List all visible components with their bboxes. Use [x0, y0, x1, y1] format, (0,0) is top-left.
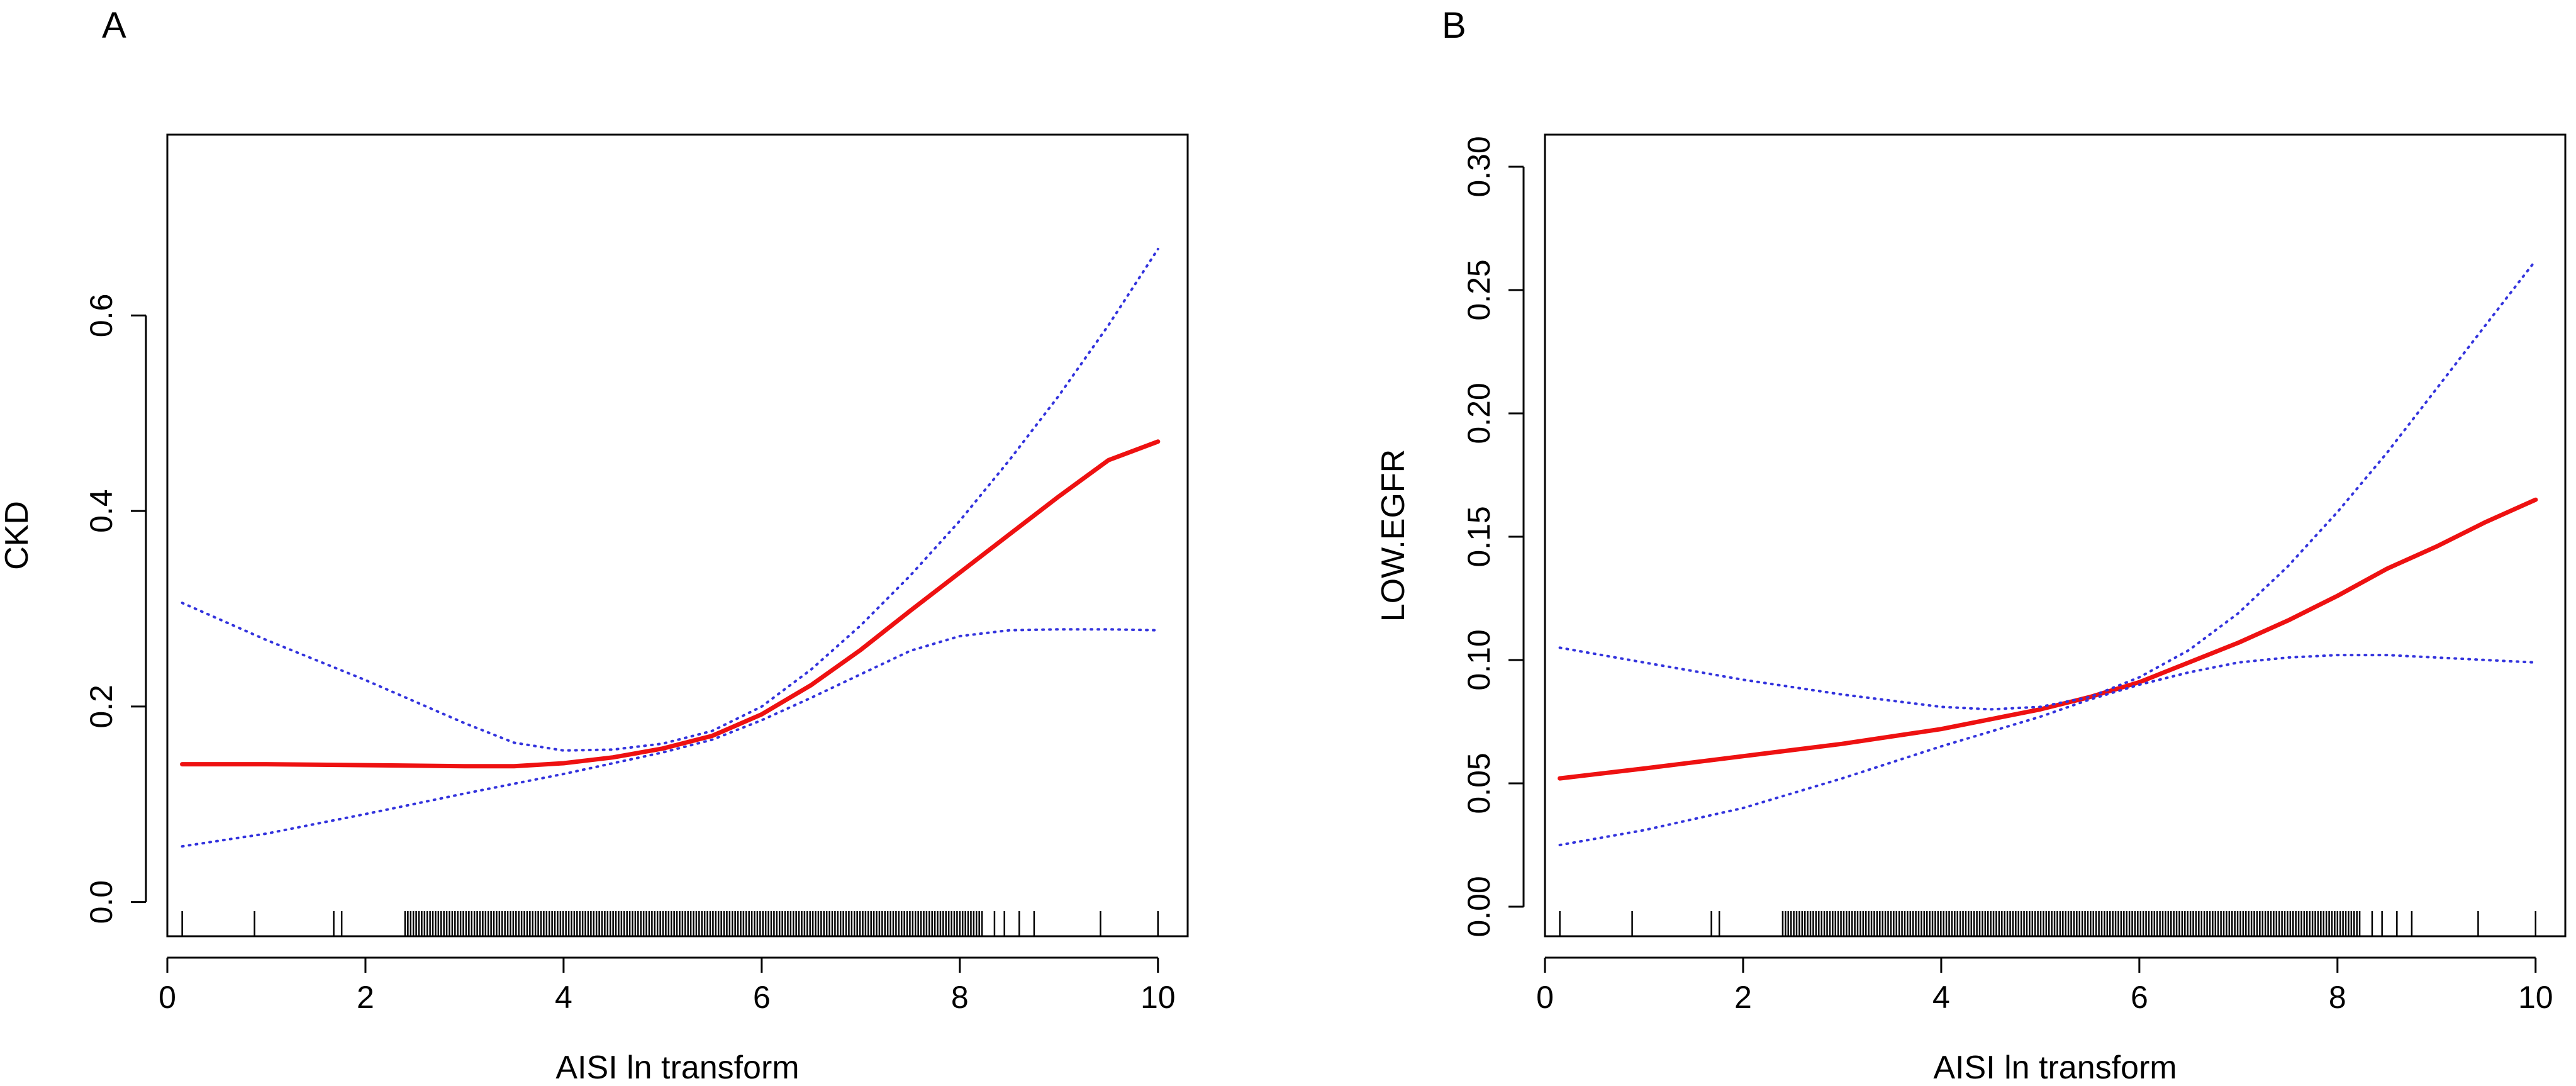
x-tick-label: 4	[1932, 980, 1950, 1015]
y-tick-label: 0.25	[1461, 259, 1497, 320]
upper-ci-line	[181, 247, 1159, 752]
x-tick-label: 10	[1140, 980, 1176, 1015]
x-tick-label: 8	[951, 980, 969, 1015]
x-tick-label: 10	[2518, 980, 2553, 1015]
x-tick-label: 2	[357, 980, 374, 1015]
y-tick-label: 0.6	[84, 294, 119, 338]
panel-b: B 0 2 4 6 8 10 AISI ln transform 0.00 0.05 0.10 0.…	[1375, 5, 2567, 1086]
y-tick-label: 0.4	[84, 489, 119, 533]
y-tick-label: 0.2	[84, 685, 119, 729]
y-tick-label: 0.00	[1461, 876, 1497, 937]
y-tick-label: 0.20	[1461, 383, 1497, 444]
x-tick-label: 0	[159, 980, 176, 1015]
x-tick-label: 0	[1536, 980, 1554, 1015]
x-tick-label: 8	[2329, 980, 2346, 1015]
panel-a-letter: A	[102, 5, 126, 46]
x-tick-label: 6	[2131, 980, 2148, 1015]
y-axis-title: CKD	[0, 501, 35, 570]
upper-ci-line	[1558, 259, 2537, 711]
y-tick-label: 0.0	[84, 880, 119, 924]
fitted-curve	[180, 439, 1161, 769]
lower-ci-line	[1558, 654, 2537, 846]
plot-frame	[1544, 133, 2567, 938]
y-axis-title: LOW.EGFR	[1375, 449, 1412, 622]
y-tick-label: 0.30	[1461, 136, 1497, 197]
x-tick-label: 4	[555, 980, 572, 1015]
x-axis-title: AISI ln transform	[1933, 1050, 2177, 1086]
y-tick-label: 0.10	[1461, 629, 1497, 690]
plot-frame	[166, 133, 1189, 938]
x-tick-label: 2	[1734, 980, 1752, 1015]
fitted-curve	[1558, 497, 2538, 781]
x-axis-title: AISI ln transform	[555, 1050, 799, 1086]
lower-ci-line	[181, 628, 1159, 848]
panel-b-letter: B	[1442, 5, 1466, 46]
panel-a: A 0 2 4 6 8 10 AISI ln transform 0.0 0.2 0.4 0.6 CK…	[0, 5, 1189, 1086]
x-tick-label: 6	[753, 980, 771, 1015]
y-tick-label: 0.05	[1461, 753, 1497, 814]
y-tick-label: 0.15	[1461, 506, 1497, 567]
